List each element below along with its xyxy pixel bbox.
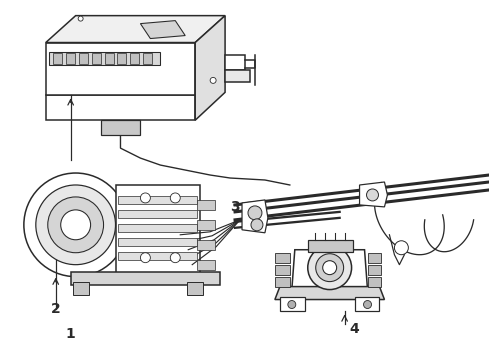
Polygon shape (119, 224, 197, 232)
Circle shape (141, 193, 150, 203)
Polygon shape (242, 200, 268, 233)
Circle shape (171, 193, 180, 203)
Polygon shape (187, 282, 203, 294)
Polygon shape (46, 15, 225, 42)
Polygon shape (308, 240, 353, 252)
Polygon shape (360, 182, 388, 207)
Circle shape (364, 301, 371, 309)
Polygon shape (49, 53, 160, 66)
Circle shape (323, 261, 337, 275)
Circle shape (210, 77, 216, 84)
Polygon shape (119, 196, 197, 204)
Circle shape (316, 254, 343, 282)
Circle shape (394, 241, 408, 255)
Polygon shape (195, 15, 225, 120)
Polygon shape (355, 297, 379, 311)
Polygon shape (197, 260, 215, 270)
Circle shape (36, 185, 116, 265)
Polygon shape (119, 210, 197, 218)
Polygon shape (197, 220, 215, 230)
Polygon shape (53, 54, 62, 64)
Polygon shape (144, 54, 152, 64)
Polygon shape (368, 253, 382, 263)
Polygon shape (368, 265, 382, 275)
Polygon shape (292, 250, 368, 289)
Circle shape (308, 246, 352, 289)
Polygon shape (100, 120, 141, 135)
Circle shape (78, 16, 83, 21)
Polygon shape (119, 238, 197, 246)
Circle shape (171, 253, 180, 263)
Text: 4: 4 (350, 323, 360, 337)
Text: 2: 2 (51, 302, 61, 316)
Polygon shape (71, 272, 220, 285)
Polygon shape (104, 54, 114, 64)
Circle shape (24, 173, 127, 276)
Polygon shape (368, 276, 382, 287)
Polygon shape (141, 21, 185, 39)
Circle shape (288, 301, 296, 309)
Polygon shape (119, 252, 197, 260)
Polygon shape (92, 54, 100, 64)
Circle shape (61, 210, 91, 240)
Polygon shape (225, 71, 250, 82)
Polygon shape (66, 54, 74, 64)
Circle shape (248, 206, 262, 220)
Polygon shape (130, 54, 140, 64)
Polygon shape (78, 54, 88, 64)
Circle shape (367, 189, 378, 201)
Polygon shape (225, 55, 245, 71)
Polygon shape (118, 54, 126, 64)
Polygon shape (275, 253, 290, 263)
Polygon shape (46, 95, 195, 120)
Polygon shape (275, 276, 290, 287)
Text: 3: 3 (230, 200, 240, 214)
Circle shape (251, 219, 263, 231)
Circle shape (141, 253, 150, 263)
Polygon shape (275, 265, 290, 275)
Polygon shape (275, 287, 385, 300)
Polygon shape (46, 42, 195, 95)
Polygon shape (280, 297, 305, 311)
Polygon shape (197, 240, 215, 250)
Polygon shape (73, 282, 89, 294)
Polygon shape (197, 200, 215, 210)
Polygon shape (116, 185, 200, 275)
Circle shape (48, 197, 103, 253)
Text: 1: 1 (66, 327, 75, 341)
